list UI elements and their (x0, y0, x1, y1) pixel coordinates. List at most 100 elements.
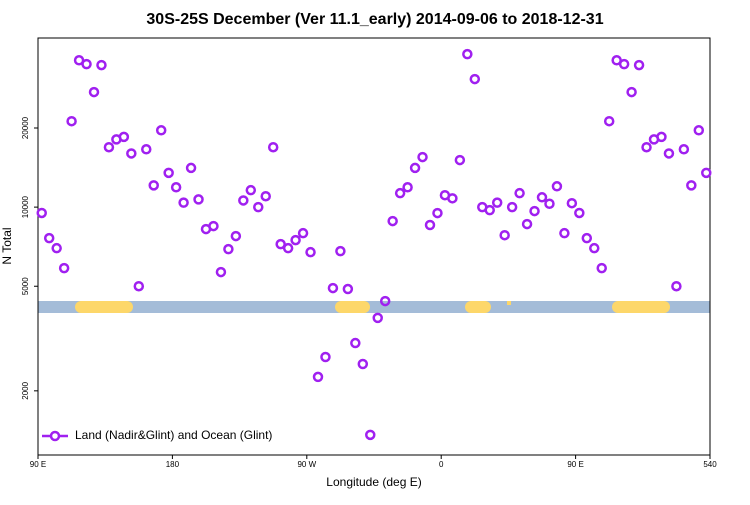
data-point (656, 131, 667, 143)
data-point (581, 232, 593, 244)
data-point (282, 242, 294, 254)
ocean-band (38, 301, 710, 313)
data-point (88, 86, 100, 98)
data-point (499, 229, 510, 241)
data-point (178, 197, 189, 208)
data-point (223, 243, 234, 255)
x-tick-label: 180 (166, 460, 180, 469)
data-point (305, 246, 316, 258)
data-point (462, 48, 473, 60)
x-tick-label: 540 (703, 460, 717, 469)
data-point (170, 182, 182, 193)
data-point (81, 58, 92, 70)
data-point (506, 201, 518, 213)
land-band (75, 301, 133, 313)
data-point (141, 144, 152, 155)
data-point (417, 151, 428, 163)
x-tick-label: 90 E (30, 460, 46, 469)
data-point (514, 187, 525, 199)
legend-label: Land (Nadir&Glint) and Ocean (Glint) (75, 428, 272, 442)
data-point (260, 190, 271, 202)
data-point (447, 193, 458, 204)
data-point (536, 192, 548, 203)
data-point (357, 358, 369, 370)
data-point (574, 207, 585, 219)
data-point (686, 180, 697, 191)
data-point (96, 59, 107, 71)
data-point (66, 115, 77, 127)
data-point (424, 219, 436, 231)
data-point (350, 337, 361, 349)
y-tick-label: 20000 (21, 116, 30, 139)
data-point (596, 262, 607, 274)
data-point (432, 207, 443, 219)
data-point (626, 86, 637, 98)
data-point (163, 167, 174, 179)
data-point (544, 198, 555, 209)
data-point (133, 280, 145, 292)
y-tick-label: 10000 (21, 195, 30, 218)
data-point (521, 218, 533, 230)
data-point (491, 197, 503, 208)
x-axis-label: Longitude (deg E) (326, 475, 421, 489)
data-point (663, 148, 675, 159)
data-point (43, 232, 55, 244)
data-point (297, 227, 309, 239)
data-point (148, 180, 159, 191)
data-point (469, 73, 481, 85)
data-point (551, 181, 563, 192)
data-point (267, 141, 279, 153)
data-point (484, 204, 495, 216)
y-axis-label: N Total (0, 227, 14, 264)
x-tick-label: 0 (439, 460, 444, 469)
data-point (208, 220, 219, 232)
data-point (603, 115, 615, 127)
land-band (507, 301, 511, 305)
data-point (312, 371, 324, 383)
data-point (320, 351, 331, 363)
data-point (215, 266, 227, 278)
data-point (678, 144, 690, 155)
data-point (103, 141, 115, 153)
data-point (253, 201, 264, 213)
data-point (633, 59, 645, 71)
x-tick-label: 90 E (567, 460, 583, 469)
data-point (559, 227, 570, 239)
x-tick-label: 90 W (297, 460, 316, 469)
plot-frame (37, 37, 711, 456)
data-point (641, 141, 652, 153)
chart-title: 30S-25S December (Ver 11.1_early) 2014-0… (146, 11, 603, 28)
y-tick-label: 2000 (21, 381, 30, 399)
legend-marker (49, 430, 61, 442)
data-point (185, 162, 197, 174)
data-point (335, 245, 346, 257)
data-point (58, 262, 70, 274)
data-point (230, 230, 242, 242)
data-point (126, 148, 137, 159)
land-band (612, 301, 670, 313)
data-point (529, 205, 540, 217)
y-tick-label: 5000 (21, 277, 30, 295)
surface-band (38, 301, 710, 313)
data-point (589, 242, 600, 254)
data-point (275, 238, 286, 250)
data-point (365, 429, 376, 441)
data-point (342, 283, 354, 295)
data-point (245, 184, 257, 196)
data-point (454, 154, 466, 166)
data-point (155, 125, 167, 136)
land-band (465, 301, 491, 313)
data-point (394, 187, 406, 199)
data-point (618, 58, 630, 70)
data-point (238, 195, 249, 206)
data-point (402, 182, 413, 193)
data-point (193, 194, 204, 205)
data-point (409, 162, 421, 174)
data-point (327, 282, 339, 294)
data-point (372, 312, 383, 324)
data-point (118, 131, 130, 143)
data-point (51, 242, 62, 254)
data-point (701, 167, 712, 179)
